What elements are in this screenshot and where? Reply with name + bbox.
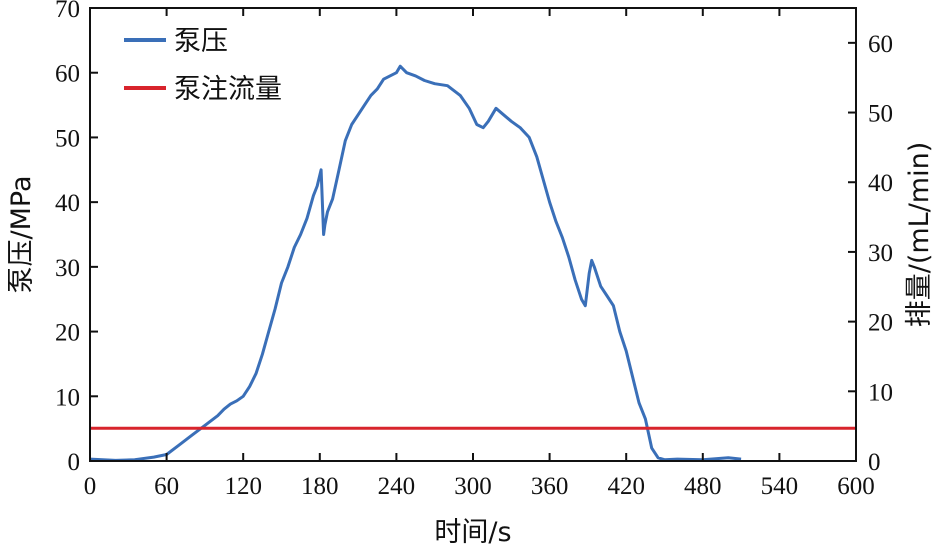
y-left-tick-label: 60 xyxy=(55,61,80,88)
x-tick-label: 600 xyxy=(837,473,875,500)
y-left-tick-label: 70 xyxy=(55,0,80,23)
y-left-tick-label: 10 xyxy=(55,384,80,411)
y-axis-right: 0 10 20 30 40 50 60 xyxy=(848,31,893,476)
x-tick-label: 480 xyxy=(684,473,722,500)
y-left-tick-label: 30 xyxy=(55,255,80,282)
y-right-tick-label: 40 xyxy=(868,170,893,197)
x-tick-label: 240 xyxy=(378,473,416,500)
y-right-tick-label: 60 xyxy=(868,31,893,58)
y-right-tick-label: 20 xyxy=(868,310,893,337)
y-left-tick-label: 0 xyxy=(68,449,81,476)
legend-label-pump-pressure: 泵压 xyxy=(174,26,228,57)
x-axis: 0 60 120 180 240 300 360 420 480 540 600 xyxy=(84,8,875,500)
series-line-pump-pressure xyxy=(89,64,742,462)
plot-lines xyxy=(89,64,856,462)
y-right-tick-label: 30 xyxy=(868,240,893,267)
x-tick-label: 60 xyxy=(154,473,179,500)
y-left-tick-label: 50 xyxy=(55,125,80,152)
x-tick-label: 0 xyxy=(84,473,97,500)
x-tick-label: 420 xyxy=(607,473,645,500)
x-tick-label: 360 xyxy=(531,473,569,500)
legend-label-injection-flow: 泵注流量 xyxy=(174,74,282,105)
y-right-tick-label: 0 xyxy=(868,449,881,476)
y-left-tick-label: 20 xyxy=(55,320,80,347)
x-tick-label: 180 xyxy=(301,473,339,500)
x-tick-label: 120 xyxy=(224,473,262,500)
y-axis-left-title: 泵压/MPa xyxy=(6,175,37,293)
y-right-tick-label: 10 xyxy=(868,379,893,406)
y-axis-left: 0 10 20 30 40 50 60 70 xyxy=(55,0,98,476)
x-tick-label: 540 xyxy=(761,473,799,500)
y-axis-right-title: 排量/(mL/min) xyxy=(904,142,935,328)
y-left-tick-label: 40 xyxy=(55,190,80,217)
x-axis-title: 时间/s xyxy=(434,517,511,548)
x-tick-label: 300 xyxy=(454,473,492,500)
y-right-tick-label: 50 xyxy=(868,101,893,128)
legend: 泵压 泵注流量 xyxy=(124,26,282,105)
